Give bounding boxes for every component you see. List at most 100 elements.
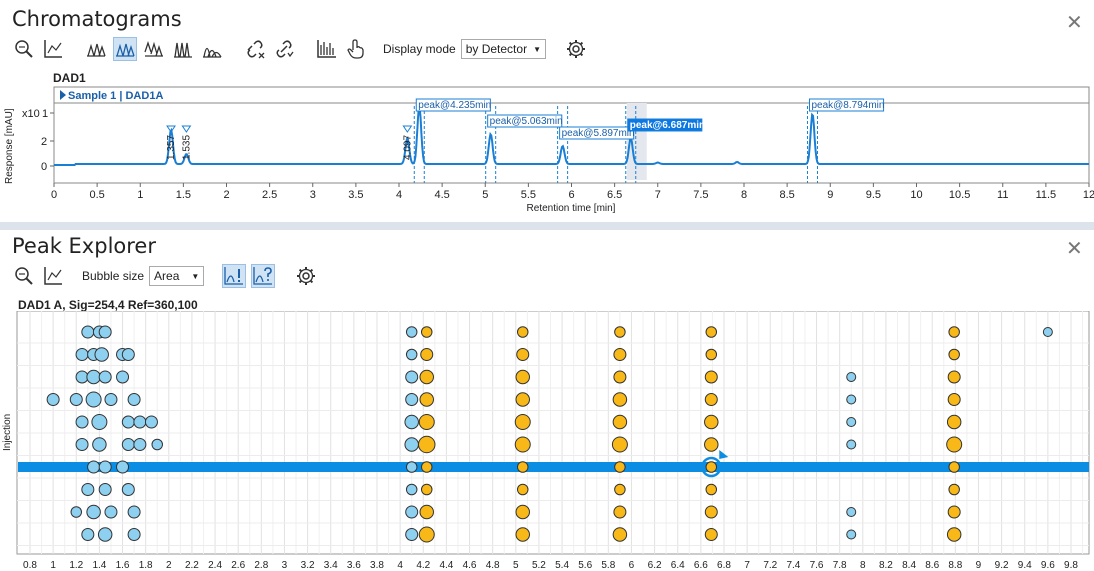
chromatogram-plot[interactable]: Sample 1 | DAD1A x10 1 2 0 Response [mAU… <box>0 84 1094 229</box>
blue-bubble <box>81 528 95 541</box>
bubble-size-select[interactable]: Area ▼ <box>149 266 205 286</box>
peak-explorer-close-icon[interactable]: ✕ <box>1066 236 1083 260</box>
chromatograms-title: Chromatograms <box>12 7 182 31</box>
gold-bubble <box>947 393 961 406</box>
blue-bubble <box>94 347 109 362</box>
peak-unknown-icon[interactable] <box>251 264 276 288</box>
blue-bubble <box>81 325 95 339</box>
gold-bubble <box>514 414 531 430</box>
bubbles <box>46 325 1053 543</box>
x-tick-label: 0.5 <box>89 189 104 201</box>
chromatograms-close-icon[interactable]: ✕ <box>1066 10 1083 34</box>
blue-bubble <box>405 370 419 384</box>
x-tick-label: 7.2 <box>763 560 777 571</box>
sample-header-bar <box>53 86 1090 104</box>
blue-bubble <box>405 461 418 473</box>
blue-bubble <box>75 370 89 384</box>
link-icon[interactable] <box>272 37 296 61</box>
peak-label: peak@5.897min <box>562 128 635 139</box>
peak-table-icon[interactable] <box>315 37 339 61</box>
x-tick-label: 5 <box>513 560 519 571</box>
peak-marker-icon <box>181 125 192 133</box>
x-tick-label: 9.4 <box>1018 560 1032 571</box>
sample-label[interactable]: Sample 1 | DAD1A <box>68 90 163 102</box>
blue-bubble <box>98 460 112 474</box>
peak-label-box <box>559 126 635 140</box>
blue-bubble <box>104 505 118 519</box>
chromatogram-trace[interactable] <box>54 106 1089 166</box>
gold-bubble <box>704 505 718 519</box>
peak-label: peak@8.794min <box>811 100 884 111</box>
gold-bubble <box>420 461 433 473</box>
blue-bubble <box>86 369 101 385</box>
gold-bubble <box>705 461 718 473</box>
gold-bubble <box>705 483 718 496</box>
peak-label-box <box>487 114 563 128</box>
x-tick-label: 8 <box>741 189 747 201</box>
x-tick-label: 6.5 <box>607 189 622 201</box>
expand-triangle-icon[interactable] <box>60 90 66 100</box>
gold-bubble <box>419 369 434 385</box>
blue-bubble <box>91 414 108 430</box>
gold-bubble <box>947 505 961 519</box>
x-tick-label: 9.6 <box>1041 560 1055 571</box>
retention-time-label: 1.357 <box>166 135 177 160</box>
hand-pan-icon[interactable] <box>344 37 368 61</box>
gold-bubble <box>614 461 626 473</box>
blue-bubble <box>121 483 135 496</box>
x-tick-label: 4.8 <box>486 560 500 571</box>
peak-marker-icon <box>402 125 413 133</box>
blue-bubble <box>85 391 102 408</box>
offset-peaks-icon[interactable] <box>142 37 166 61</box>
peak-flag-icon[interactable] <box>222 264 247 288</box>
stacked-peaks-icon[interactable] <box>113 37 137 61</box>
settings-gear-icon[interactable] <box>564 37 588 61</box>
x-tick-label: 4.6 <box>463 560 477 571</box>
x-tick-label: 7.6 <box>810 560 824 571</box>
selected-injection-row[interactable] <box>18 462 1089 472</box>
gold-bubble <box>515 504 530 520</box>
peak-label-box <box>808 98 885 112</box>
x-tick-label: 9 <box>976 560 982 571</box>
x-tick-label: 9 <box>827 189 833 201</box>
x-tick-label: 8.5 <box>779 189 794 201</box>
blue-bubble <box>405 528 419 541</box>
cursor-pointer-icon <box>719 450 729 459</box>
x-axis-label: Retention time [min] <box>527 203 616 214</box>
panel-divider[interactable] <box>0 222 1094 230</box>
x-tick-label: 2 <box>166 560 172 571</box>
overlay-peaks-icon[interactable] <box>84 37 108 61</box>
display-mode-select[interactable]: by Detector ▼ <box>460 39 546 59</box>
axis-reset-icon[interactable] <box>41 264 65 288</box>
x-tick-label: 5.5 <box>521 189 536 201</box>
chromatograms-toolbar: Display mode by Detector ▼ <box>12 37 593 61</box>
x-tick-label: 6.8 <box>717 560 731 571</box>
blue-bubble <box>846 439 857 450</box>
x-tick-label: 3.2 <box>301 560 315 571</box>
blue-bubble <box>121 415 135 429</box>
axis-reset-icon[interactable] <box>41 37 65 61</box>
chevron-down-icon: ▼ <box>191 271 200 281</box>
gold-bubble <box>418 526 435 543</box>
peak-explorer-plot[interactable]: Injection 0.8 1 1.2 1.4 1.6 1.8 2 2.2 2.4 2.6 2.8 3… <box>0 311 1094 571</box>
unlink-icon[interactable] <box>243 37 267 61</box>
zoom-icon[interactable] <box>12 264 36 288</box>
x-tick-label: 1.2 <box>69 560 83 571</box>
gold-bubble <box>515 527 530 542</box>
split-peaks-icon[interactable] <box>171 37 195 61</box>
x-tick-label: 4 <box>396 189 402 201</box>
blue-bubble <box>405 505 419 519</box>
x-tick-label: 6 <box>568 189 574 201</box>
x-tick-label: 8.6 <box>925 560 939 571</box>
detector-label: DAD1 <box>53 71 86 85</box>
peak-label: peak@5.063min <box>490 116 563 127</box>
gold-bubble <box>948 326 960 338</box>
settings-gear-icon[interactable] <box>294 264 318 288</box>
gold-bubble <box>515 392 530 407</box>
blue-bubble <box>404 414 419 430</box>
x-tick-label: 7.4 <box>786 560 800 571</box>
normalized-peaks-icon[interactable] <box>200 37 224 61</box>
blue-bubble <box>405 348 418 361</box>
x-tick-label: 5 <box>482 189 488 201</box>
zoom-icon[interactable] <box>12 37 36 61</box>
